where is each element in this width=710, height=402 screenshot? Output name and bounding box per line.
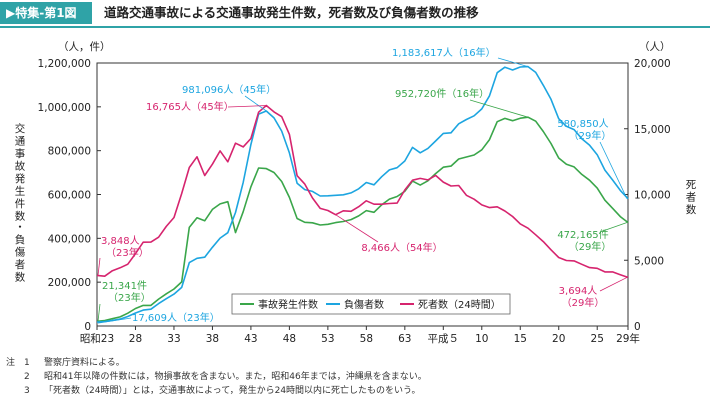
- leader-accidents-29: [599, 222, 628, 233]
- right-axis-title: 死者数: [686, 179, 697, 216]
- note-1-key: 注: [6, 358, 16, 368]
- note-1-number: 1: [24, 358, 30, 368]
- anno-death-23: 3,848人: [101, 235, 140, 247]
- left-tick-label: 600,000: [48, 190, 91, 202]
- axis-ticks: 0 200,000 400,000 600,000 800,000 1,000,000 1,…: [15, 41, 697, 345]
- leader-injury-45: [244, 95, 267, 112]
- x-tick-label: 53: [321, 333, 334, 345]
- anno-accidents-29-year: （29年）: [569, 240, 612, 253]
- legend-box: [231, 293, 511, 315]
- leader-injury-16: [497, 57, 529, 67]
- figure-header: ▶特集-第1図 道路交通事故による交通事故発生件数，死者数及び負傷者数の推移: [0, 0, 710, 26]
- left-tick-label: 0: [84, 321, 91, 333]
- right-axis-unit: （人）: [639, 41, 671, 53]
- right-tick-label: 20,000: [634, 58, 671, 70]
- anno-injury-29-year: （29年）: [569, 129, 612, 142]
- note-2: 2 昭和41年以降の件数には，物損事故を含まない。また，昭和46年までは，沖縄県を…: [6, 371, 427, 383]
- leader-death-45: [227, 105, 267, 108]
- line-chart: 0 200,000 400,000 600,000 800,000 1,000,000 1,…: [15, 41, 697, 345]
- anno-accidents-16: 952,720件（16年）: [395, 87, 489, 100]
- right-tick-label: 15,000: [634, 124, 671, 136]
- series-line-3: [96, 104, 629, 279]
- anno-accidents-23-year: （23年）: [108, 291, 151, 304]
- legend-label-3: 死者数（24時間）: [418, 298, 501, 311]
- series-line-1: [96, 116, 629, 323]
- left-tick-label: 1,000,000: [38, 102, 91, 114]
- left-tick-label: 800,000: [48, 146, 91, 158]
- anno-accidents-29: 472,165件: [557, 229, 608, 241]
- note-3-text: 「死者数（24時間）」とは，交通事故によって，発生から24時間以内に死亡したもの…: [44, 386, 421, 396]
- anno-death-23-year: （23年）: [106, 246, 149, 259]
- left-axis-unit: （人，件）: [58, 41, 111, 53]
- anno-injury-23: 17,609人（23年）: [132, 311, 220, 324]
- x-tick-label: 28: [129, 333, 142, 345]
- x-tick-label: 43: [244, 333, 257, 345]
- x-tick-label: 29年: [616, 332, 640, 345]
- x-tick-label: 平成５: [428, 333, 460, 345]
- x-tick-label: 38: [206, 333, 219, 345]
- figure-tag: ▶特集-第1図: [0, 2, 92, 24]
- left-tick-label: 200,000: [48, 277, 91, 289]
- leader-injury-29: [599, 141, 628, 199]
- note-2-number: 2: [24, 372, 30, 382]
- series-lines: [96, 65, 629, 323]
- right-tick-label: 5,000: [634, 255, 664, 267]
- x-tick-label: 63: [398, 333, 411, 345]
- anno-death-54: 8,466人（54年）: [361, 241, 442, 254]
- leader-accidents-16: [469, 99, 529, 118]
- left-axis-title: 交通事故発生件数・負傷者数: [15, 122, 26, 284]
- x-tick-label: 15: [514, 333, 527, 345]
- x-tick-label: 48: [283, 333, 296, 345]
- leader-death-54: [335, 214, 379, 243]
- legend: 事故発生件数 負傷者数 死者数（24時間）: [231, 293, 511, 315]
- anno-death-45: 16,765人（45年）: [146, 100, 234, 113]
- note-3: 3 「死者数（24時間）」とは，交通事故によって，発生から24時間以内に死亡したも…: [6, 385, 421, 397]
- series-line-2: [96, 65, 629, 323]
- anno-death-29: 3,694人: [559, 285, 598, 297]
- legend-label-1: 事故発生件数: [258, 298, 318, 311]
- anno-injury-29: 580,850人: [557, 118, 608, 130]
- right-tick-label: 10,000: [634, 190, 671, 202]
- right-tick-label: 0: [634, 321, 641, 333]
- anno-accidents-23: 21,341件: [102, 280, 147, 292]
- chart-title: 道路交通事故による交通事故発生件数，死者数及び負傷者数の推移: [104, 5, 479, 20]
- leader-accidents-23: [97, 303, 101, 322]
- leader-death-23: [97, 257, 101, 276]
- note-2-text: 昭和41年以降の件数には，物損事故を含まない。また，昭和46年までは，沖縄県を含…: [44, 372, 427, 382]
- left-tick-label: 1,200,000: [38, 58, 91, 70]
- left-tick-label: 400,000: [48, 233, 91, 245]
- x-tick-label: 昭和23: [80, 333, 114, 345]
- x-tick-label: 58: [360, 333, 373, 345]
- leader-death-29: [599, 277, 628, 292]
- x-tick-label: 25: [591, 333, 604, 345]
- anno-injury-45: 981,096人（45年）: [182, 83, 276, 96]
- leader-injury-23: [97, 317, 132, 324]
- anno-death-29-year: （29年）: [562, 296, 605, 309]
- note-1-text: 警察庁資料による。: [44, 358, 125, 368]
- x-tick-label: 33: [167, 333, 180, 345]
- note-1: 注 1 警察庁資料による。: [6, 357, 125, 369]
- annotations: 981,096人（45年） 16,765人（45年） 1,183,617人（16年）…: [97, 46, 628, 324]
- x-tick-label: 20: [552, 333, 565, 345]
- x-tick-label: 10: [475, 333, 488, 345]
- note-3-number: 3: [24, 386, 30, 396]
- header-rule: [0, 26, 710, 28]
- anno-injury-16: 1,183,617人（16年）: [392, 46, 496, 59]
- legend-label-2: 負傷者数: [344, 298, 384, 311]
